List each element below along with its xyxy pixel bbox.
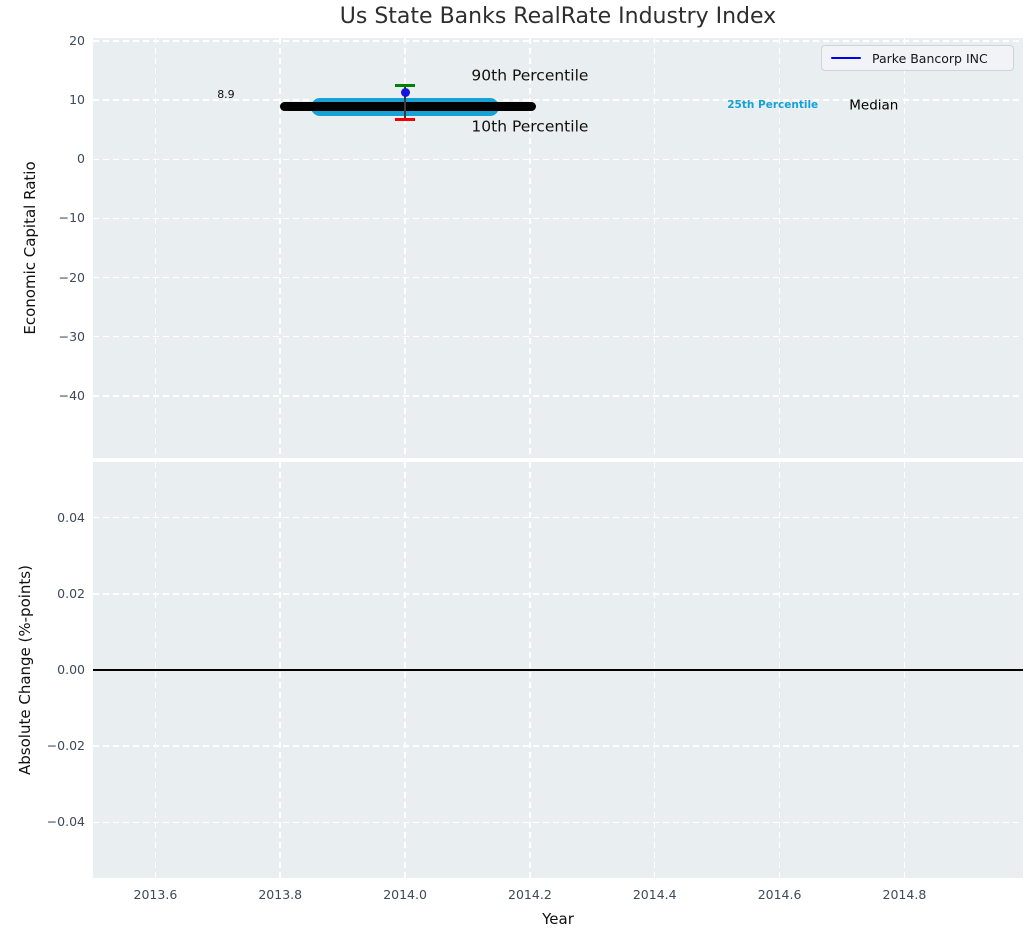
legend-label: Parke Bancorp INC [872, 50, 988, 66]
x-tick-label: 2013.6 [133, 887, 178, 902]
gridline-vertical [404, 38, 406, 458]
gridline-vertical [653, 38, 656, 458]
gridline-horizontal [93, 335, 1023, 338]
annotation-median: Median [849, 97, 899, 114]
y-tick-label: −10 [58, 210, 85, 226]
y-tick-label: −0.04 [46, 814, 85, 830]
gridline-vertical [778, 38, 781, 458]
gridline-horizontal [93, 516, 1023, 519]
annotation-25th-percentile: 25th Percentile [727, 99, 819, 112]
gridline-horizontal [93, 395, 1023, 397]
axes-bottom [93, 462, 1023, 878]
y-tick-label: 0 [77, 151, 85, 167]
x-tick-label: 2014.0 [383, 887, 427, 902]
gridline-horizontal [93, 40, 1023, 42]
y-axis-label-top: Economic Capital Ratio [21, 161, 39, 335]
y-tick-label: 20 [69, 32, 85, 48]
data-point-parke-bancorp-inc [400, 87, 410, 97]
y-axis-label-bottom: Absolute Change (%-points) [16, 565, 34, 775]
gridline-horizontal [93, 158, 1023, 161]
errorbar-line [404, 85, 406, 120]
chart-title: Us State Banks RealRate Industry Index [339, 4, 777, 29]
x-axis-label: Year [542, 910, 574, 928]
y-tick-label: −0.02 [46, 738, 85, 754]
errorbar-cap-high [395, 83, 416, 87]
gridline-horizontal [93, 99, 1023, 101]
annotation-90th-percentile: 90th Percentile [471, 66, 589, 85]
y-tick-label: 0.02 [57, 585, 85, 601]
y-tick-label: 0.00 [57, 662, 85, 677]
x-tick-label: 2014.2 [508, 887, 552, 902]
annotation-10th-percentile: 10th Percentile [471, 117, 589, 136]
legend-line-sample [831, 56, 861, 60]
series-line-median [280, 102, 537, 112]
gridline-vertical [529, 38, 531, 458]
annotation-8-9: 8.9 [217, 87, 235, 101]
gridline-horizontal [93, 821, 1023, 824]
gridline-horizontal [93, 745, 1023, 747]
zero-line [93, 669, 1023, 671]
legend: Parke Bancorp INC [821, 45, 1014, 71]
x-tick-label: 2014.6 [757, 887, 802, 902]
y-tick-label: −30 [58, 328, 85, 344]
y-tick-label: 10 [69, 92, 85, 108]
axes-top: 8.9 90th Percentile 10th Percentile 25th Pe… [93, 38, 1023, 458]
gridline-vertical [903, 38, 906, 458]
x-tick-label: 2013.8 [258, 887, 303, 902]
errorbar-cap-low [395, 118, 416, 122]
y-tick-label: 0.04 [57, 509, 85, 525]
gridline-horizontal [93, 276, 1023, 279]
x-tick-label: 2014.4 [632, 887, 677, 902]
gridline-horizontal [93, 593, 1023, 595]
x-tick-label: 2014.8 [882, 887, 927, 902]
y-tick-label: −40 [58, 387, 85, 403]
gridline-horizontal [93, 217, 1023, 220]
gridline-vertical [279, 38, 281, 458]
gridline-vertical [154, 38, 157, 458]
y-tick-label: −20 [58, 269, 85, 285]
